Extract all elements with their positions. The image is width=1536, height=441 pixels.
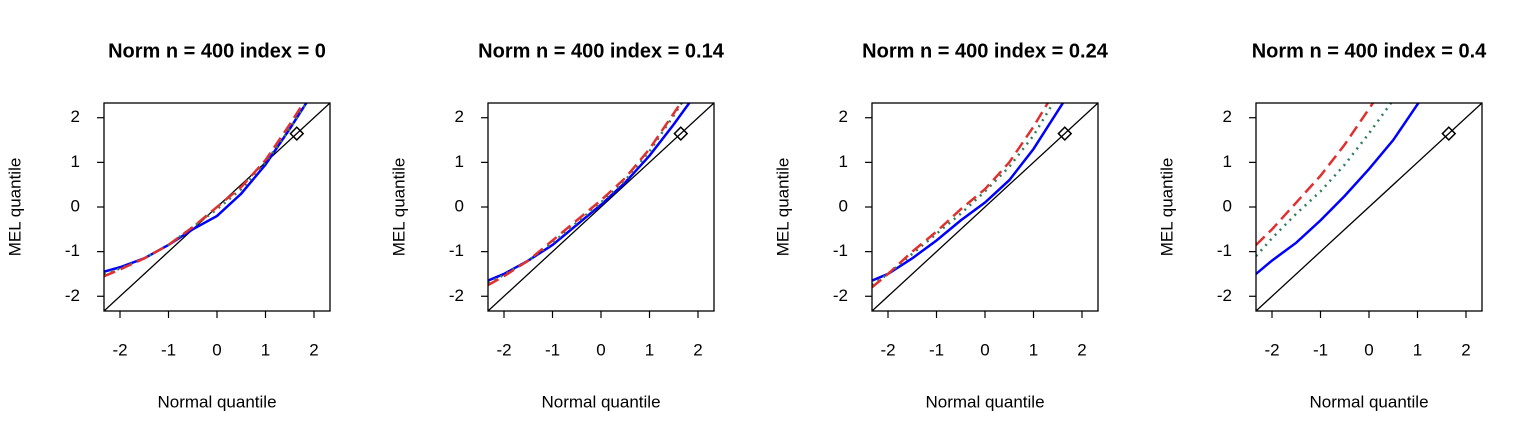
panel: Norm n = 400 index = 0 Normal quantile MEL…	[5, 40, 331, 411]
x-tick-label: 2	[309, 340, 318, 359]
marker-point	[673, 126, 689, 141]
x-tick-label: 1	[261, 340, 270, 359]
y-tick-label: 2	[839, 107, 848, 126]
x-tick-label: -2	[496, 340, 511, 359]
y-tick-label: 1	[1223, 152, 1232, 171]
y-tick-label: -1	[65, 241, 80, 260]
x-axis-label: Normal quantile	[541, 392, 660, 411]
plot-frame	[487, 102, 715, 312]
y-tick-label: 1	[71, 152, 80, 171]
y-axis-label: MEL quantile	[389, 158, 408, 257]
x-tick-label: -1	[929, 340, 944, 359]
y-tick-label: -1	[833, 241, 848, 260]
plot-frame	[1255, 102, 1483, 312]
panel: Norm n = 400 index = 0.14 Normal quantile…	[389, 40, 724, 411]
x-tick-label: 1	[645, 340, 654, 359]
y-tick-label: 0	[1223, 196, 1232, 215]
y-tick-label: 2	[1223, 107, 1232, 126]
series-line	[104, 103, 305, 278]
series-line	[1256, 103, 1420, 275]
y-axis-label: MEL quantile	[5, 158, 24, 257]
series-line	[872, 103, 1055, 287]
x-tick-label: 1	[1413, 340, 1422, 359]
marker-point	[289, 126, 305, 141]
panel-title: Norm n = 400 index = 0	[108, 40, 326, 62]
plot-area	[104, 103, 330, 311]
x-tick-label: -1	[545, 340, 560, 359]
series-line	[1256, 103, 1375, 246]
y-tick-label: -2	[449, 286, 464, 305]
x-axis-label: Normal quantile	[1309, 392, 1428, 411]
panel: Norm n = 400 index = 0.4 Normal quantile M…	[1157, 40, 1487, 411]
x-tick-label: 2	[693, 340, 702, 359]
x-tick-label: 2	[1461, 340, 1470, 359]
marker-point	[1057, 126, 1073, 141]
panel-title: Norm n = 400 index = 0.14	[478, 40, 725, 62]
series-line	[872, 103, 1050, 289]
x-axis-label: Normal quantile	[925, 392, 1044, 411]
x-tick-label: 0	[980, 340, 989, 359]
reference-line	[872, 103, 1098, 311]
x-tick-label: -1	[161, 340, 176, 359]
series-line	[104, 103, 308, 276]
series-line	[488, 103, 691, 282]
x-tick-label: -2	[1264, 340, 1279, 359]
series-line	[104, 103, 308, 273]
plot-frame	[871, 102, 1099, 312]
plot-area	[872, 103, 1098, 311]
x-tick-label: 0	[1364, 340, 1373, 359]
plot-area	[488, 103, 714, 311]
x-tick-label: -1	[1313, 340, 1328, 359]
reference-line	[1256, 103, 1482, 311]
y-tick-label: -1	[449, 241, 464, 260]
plot-frame	[103, 102, 331, 312]
y-tick-label: 0	[455, 196, 464, 215]
plot-area	[1256, 103, 1482, 311]
y-tick-label: -1	[1217, 241, 1232, 260]
series-line	[488, 103, 683, 287]
y-tick-label: -2	[833, 286, 848, 305]
reference-line	[488, 103, 714, 311]
y-tick-label: 2	[71, 107, 80, 126]
panel-title: Norm n = 400 index = 0.24	[862, 40, 1109, 62]
series-line	[1256, 103, 1393, 257]
x-tick-label: 0	[596, 340, 605, 359]
x-tick-label: 0	[212, 340, 221, 359]
marker-point	[1441, 126, 1457, 141]
panel: Norm n = 400 index = 0.24 Normal quantile…	[773, 40, 1108, 411]
y-axis-label: MEL quantile	[773, 158, 792, 257]
y-tick-label: 1	[839, 152, 848, 171]
y-axis-label: MEL quantile	[1157, 158, 1176, 257]
x-tick-label: 2	[1077, 340, 1086, 359]
x-tick-label: -2	[112, 340, 127, 359]
x-tick-label: 1	[1029, 340, 1038, 359]
y-tick-label: -2	[1217, 286, 1232, 305]
y-tick-label: 0	[71, 196, 80, 215]
panel-title: Norm n = 400 index = 0.4	[1252, 40, 1487, 62]
series-line	[488, 103, 684, 284]
x-tick-label: -2	[880, 340, 895, 359]
series-line	[872, 103, 1065, 282]
y-tick-label: 0	[839, 196, 848, 215]
y-tick-label: -2	[65, 286, 80, 305]
y-tick-label: 1	[455, 152, 464, 171]
x-axis-label: Normal quantile	[157, 392, 276, 411]
y-tick-label: 2	[455, 107, 464, 126]
